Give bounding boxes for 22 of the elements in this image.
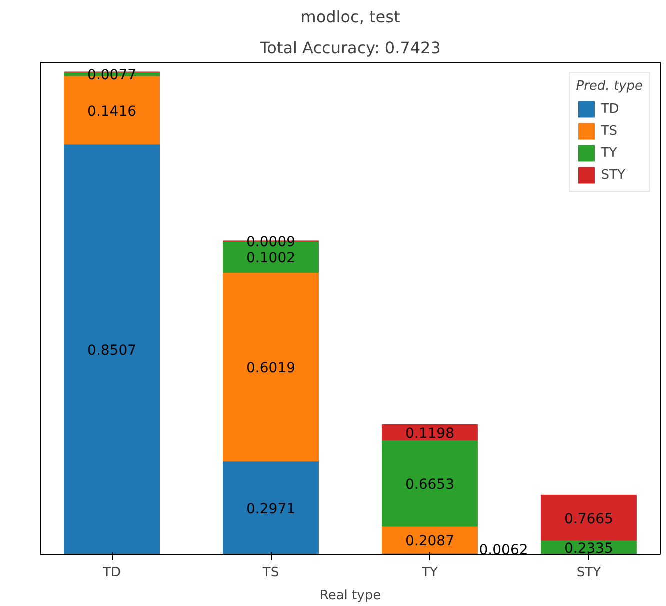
x-axis-title: Real type (320, 588, 382, 604)
x-tick-label: TD (102, 566, 122, 580)
annotation: 0.1416 (88, 104, 137, 120)
annotation: 0.8507 (88, 343, 137, 359)
annotation: 0.2087 (405, 534, 454, 550)
legend-label: TS (601, 124, 618, 138)
legend-label: TY (601, 146, 618, 160)
x-tick-label: STY (576, 566, 602, 580)
legend-label: TD (601, 102, 620, 116)
annotation: 0.7665 (564, 511, 614, 528)
legend-label: STY (601, 168, 626, 182)
annotation: 0.1198 (405, 426, 454, 442)
x-tick-label: TS (262, 566, 280, 580)
annotation: 0.2971 (246, 501, 296, 518)
legend-title: Pred. type (576, 79, 643, 94)
chart-subtitle: Total Accuracy: 0.7423 (259, 38, 441, 58)
annotation: 0.1002 (246, 250, 296, 267)
x-tick-label: TY (421, 566, 438, 580)
annotation: 0.2335 (564, 541, 614, 558)
annotation: 0.6019 (246, 360, 296, 377)
chart-title: modloc, test (300, 8, 400, 26)
annotation: 0.6653 (405, 476, 454, 493)
